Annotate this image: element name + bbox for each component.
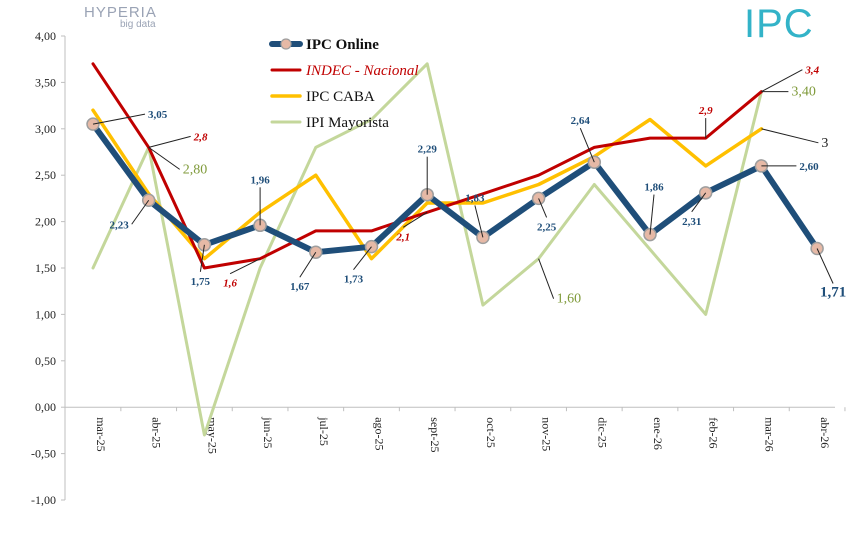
y-tick-label: -0,50 bbox=[31, 447, 56, 461]
data-label-indec: 2,8 bbox=[193, 131, 208, 143]
y-tick-label: 1,50 bbox=[35, 261, 56, 275]
chart-axes: 4,00 3,50 3,00 2,50 2,00 1,50 1,00 0,50 0,00 -0,5… bbox=[31, 29, 846, 507]
ipc-logo-name: IPC bbox=[744, 2, 814, 46]
annotation-leader bbox=[474, 205, 484, 238]
y-tick-label: 2,50 bbox=[35, 168, 56, 182]
x-tick-label: ago-25 bbox=[373, 417, 387, 450]
annotation-leader bbox=[691, 192, 707, 213]
y-tick-label: 0,50 bbox=[35, 354, 56, 368]
annotation-leader bbox=[199, 244, 205, 272]
x-tick-label: ene-26 bbox=[651, 417, 665, 450]
annotation-leader bbox=[761, 128, 819, 144]
data-label-indec: 2,1 bbox=[395, 231, 410, 243]
annotation-leader bbox=[92, 113, 146, 125]
y-tick-label: 2,00 bbox=[35, 215, 56, 229]
annotation-leader bbox=[538, 198, 548, 218]
chart-legend: IPC Online INDEC - Nacional IPC CABA IPI Ma… bbox=[269, 37, 419, 131]
y-tick-label: 3,50 bbox=[35, 75, 56, 89]
legend-label-indec: INDEC - Nacional bbox=[305, 63, 419, 79]
legend-marker-ipc-online bbox=[280, 38, 292, 50]
annotation-leader bbox=[299, 251, 317, 278]
annotation-leader bbox=[229, 258, 261, 275]
y-tick-label: 0,00 bbox=[35, 400, 56, 414]
legend-label-ipi: IPI Mayorista bbox=[306, 115, 389, 131]
series-line-ipc-online bbox=[90, 121, 821, 256]
x-tick-label: feb-26 bbox=[707, 417, 721, 448]
annotation-leader bbox=[816, 248, 834, 284]
x-tick-label: mar-26 bbox=[762, 417, 776, 451]
annotation-leader bbox=[402, 211, 428, 228]
data-label-ipc-online: 2,64 bbox=[571, 115, 591, 127]
data-label-ipc-online: 1,86 bbox=[644, 182, 664, 194]
x-tick-label: jun-25 bbox=[261, 416, 275, 448]
data-label-ipc-online: 2,60 bbox=[799, 161, 819, 173]
hyperia-logo-subtitle: big data bbox=[120, 19, 156, 30]
data-label-ipc-online: 2,25 bbox=[537, 221, 557, 233]
data-label-ipc-online: 1,67 bbox=[290, 281, 310, 293]
annotation-leader bbox=[131, 199, 150, 225]
data-label-ipi: 2,80 bbox=[183, 162, 208, 177]
data-label-ipc-online: 2,29 bbox=[418, 144, 438, 156]
x-tick-label: jul-25 bbox=[317, 416, 331, 446]
data-label-ipc-online: 2,23 bbox=[109, 219, 129, 231]
data-label-ipc-online: 1,83 bbox=[465, 192, 485, 204]
x-tick-label: abr-26 bbox=[818, 417, 832, 448]
x-tick-label: nov-25 bbox=[540, 417, 554, 451]
x-tick-label: sept-25 bbox=[428, 417, 442, 452]
legend-label-ipc-caba: IPC CABA bbox=[306, 89, 375, 105]
ipc-logo: IPC bbox=[744, 2, 814, 47]
y-tick-label: 3,00 bbox=[35, 122, 56, 136]
data-label-ipc-online: 1,75 bbox=[191, 276, 211, 288]
x-tick-label: abr-25 bbox=[150, 417, 164, 448]
data-label-ipc-caba: 3 bbox=[821, 136, 828, 151]
legend-label-ipc-online: IPC Online bbox=[306, 37, 379, 53]
annotation-leader bbox=[148, 135, 191, 148]
data-label-ipi: 3,40 bbox=[791, 85, 816, 100]
data-label-ipc-online: 3,05 bbox=[148, 109, 168, 121]
x-tick-label: dic-25 bbox=[595, 417, 609, 448]
data-label-indec: 2,9 bbox=[698, 105, 713, 117]
chart-data-labels: 3,05 2,23 1,75 1,96 1,67 1,73 2,29 1,83 2,25 2,64… bbox=[92, 65, 846, 307]
data-label-ipc-online: 1,96 bbox=[250, 174, 270, 186]
annotation-leader bbox=[353, 246, 372, 270]
annotation-leader bbox=[761, 69, 803, 93]
annotation-leader bbox=[148, 146, 180, 170]
y-tick-label: 4,00 bbox=[35, 29, 56, 43]
chart-series bbox=[86, 62, 824, 437]
data-label-ipc-online: 2,31 bbox=[682, 216, 701, 228]
hyperia-logo: HYPERIA big data bbox=[84, 4, 157, 30]
annotation-leader bbox=[649, 194, 655, 235]
data-label-indec: 1,6 bbox=[223, 278, 237, 290]
hyperia-logo-name: HYPERIA bbox=[84, 4, 157, 21]
data-label-ipc-online: 1,71 bbox=[820, 285, 846, 301]
y-tick-label: 1,00 bbox=[35, 307, 56, 321]
y-tick-label: -1,00 bbox=[31, 493, 56, 507]
series-line-indec bbox=[91, 62, 763, 270]
series-line-ipi bbox=[91, 62, 763, 437]
x-tick-label: may-25 bbox=[205, 417, 219, 454]
series-line-ipc-caba bbox=[91, 108, 764, 261]
annotation-leader bbox=[579, 128, 595, 163]
x-tick-label: mar-25 bbox=[94, 417, 108, 451]
data-label-indec: 3,4 bbox=[804, 65, 819, 77]
annotation-leader bbox=[538, 258, 555, 299]
x-tick-label: oct-25 bbox=[484, 417, 498, 448]
data-label-ipc-online: 1,73 bbox=[344, 274, 364, 286]
data-label-ipi: 1,60 bbox=[557, 292, 582, 307]
